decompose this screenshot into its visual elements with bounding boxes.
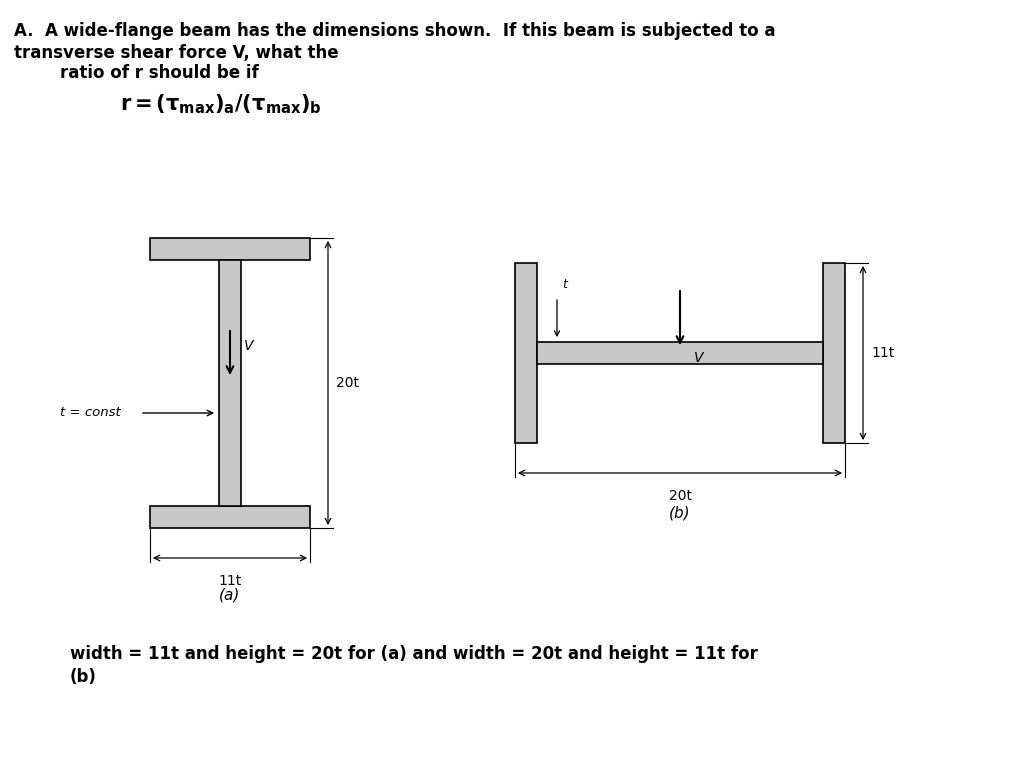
Text: A.  A wide-flange beam has the dimensions shown.  If this beam is subjected to a: A. A wide-flange beam has the dimensions… [14, 22, 775, 40]
Text: (b): (b) [670, 505, 691, 520]
Text: (b): (b) [70, 668, 97, 686]
Bar [219, 260, 241, 506]
Text: t = const: t = const [60, 407, 121, 420]
Text: 11t: 11t [871, 346, 894, 360]
Text: ratio of r should be if: ratio of r should be if [60, 64, 259, 82]
Bar [150, 506, 310, 528]
Text: (a): (a) [219, 588, 241, 603]
Text: V: V [244, 339, 254, 353]
Bar [515, 263, 537, 443]
Text: 20t: 20t [336, 376, 359, 390]
Bar [823, 263, 845, 443]
Bar [537, 342, 823, 364]
Text: $\mathbf{r = (\tau_{max})_a/ (\tau_{max})_b}$: $\mathbf{r = (\tau_{max})_a/ (\tau_{max}… [120, 92, 322, 116]
Bar [150, 238, 310, 260]
Text: 11t: 11t [218, 574, 242, 588]
Text: t: t [562, 278, 567, 291]
Text: 20t: 20t [669, 489, 691, 503]
Text: width = 11t and height = 20t for (a) and width = 20t and height = 11t for: width = 11t and height = 20t for (a) and… [70, 645, 758, 663]
Text: V: V [694, 351, 703, 365]
Text: transverse shear force V, what the: transverse shear force V, what the [14, 44, 339, 62]
